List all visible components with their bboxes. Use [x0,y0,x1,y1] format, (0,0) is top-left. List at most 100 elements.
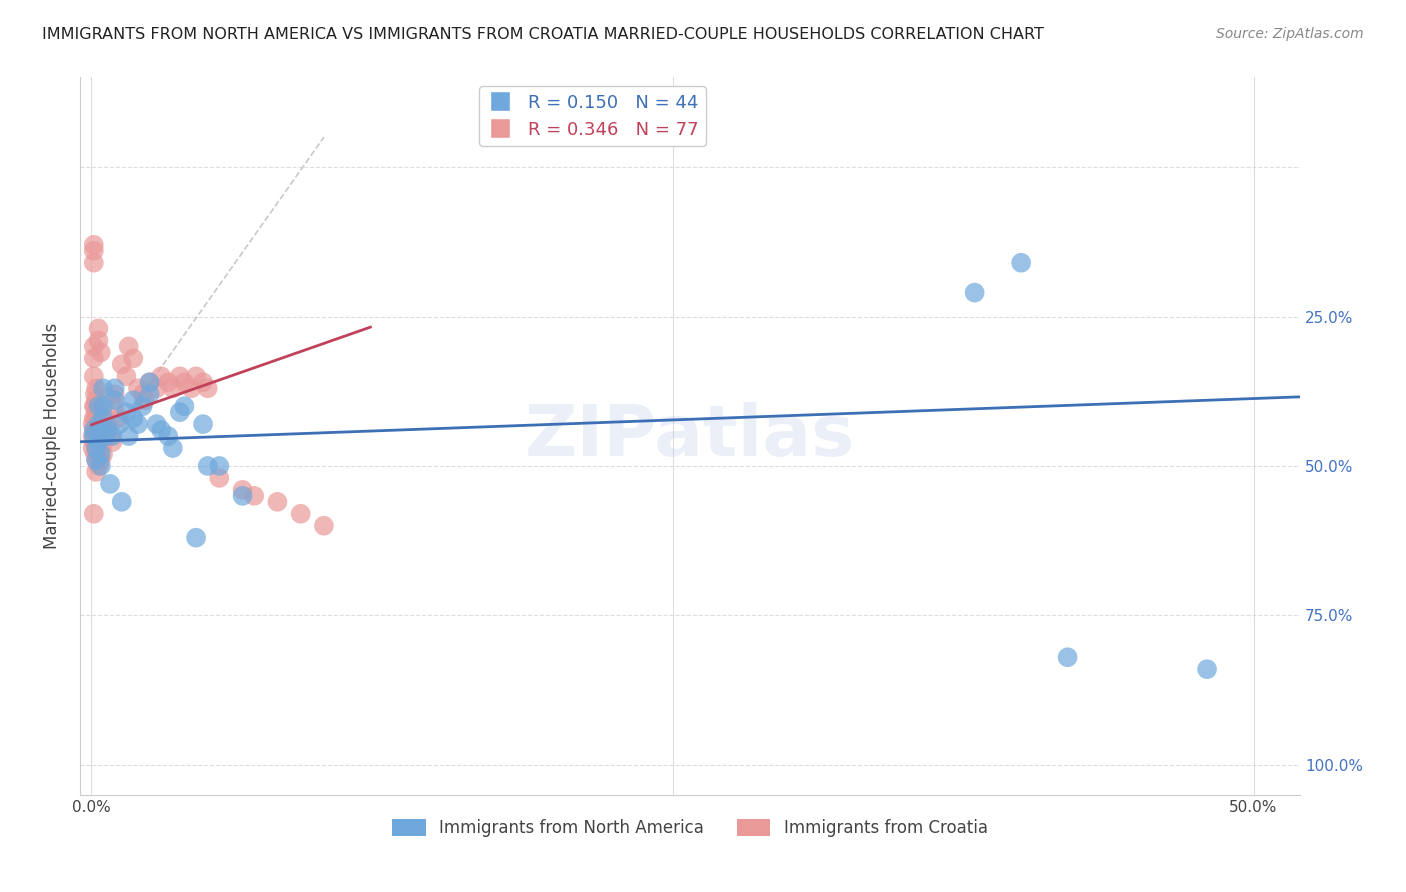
Immigrants from North America [208,458,231,473]
Immigrants from Croatia [84,435,107,450]
Immigrants from Croatia [150,369,173,384]
Immigrants from North America [157,429,180,443]
Immigrants from North America [111,495,134,509]
Immigrants from Croatia [118,339,141,353]
Immigrants from Croatia [232,483,254,497]
Immigrants from Croatia [83,339,105,353]
Immigrants from Croatia [84,453,107,467]
Immigrants from Croatia [84,411,107,425]
Immigrants from Croatia [266,495,288,509]
Immigrants from North America [98,476,121,491]
Immigrants from Croatia [191,376,214,390]
Immigrants from Croatia [90,441,112,455]
Immigrants from Croatia [90,453,112,467]
Immigrants from North America [127,417,149,431]
Immigrants from Croatia [184,369,207,384]
Immigrants from North America [173,399,195,413]
Text: ZIPatlas: ZIPatlas [524,401,855,471]
Immigrants from Croatia [98,429,121,443]
Immigrants from North America [131,399,153,413]
Immigrants from Croatia [87,447,110,461]
Immigrants from Croatia [87,334,110,348]
Immigrants from Croatia [87,435,110,450]
Immigrants from Croatia [86,435,108,450]
Immigrants from Croatia [87,423,110,437]
Immigrants from Croatia [90,345,112,359]
Immigrants from Croatia [145,381,167,395]
Immigrants from North America [138,376,160,390]
Immigrants from North America [91,381,114,395]
Immigrants from Croatia [84,429,107,443]
Immigrants from North America [145,417,167,431]
Immigrants from Croatia [157,376,180,390]
Immigrants from North America [84,441,107,455]
Legend: Immigrants from North America, Immigrants from Croatia: Immigrants from North America, Immigrant… [385,813,994,844]
Immigrants from Croatia [312,518,335,533]
Immigrants from Croatia [97,417,120,431]
Immigrants from North America [150,423,173,437]
Immigrants from North America [1056,650,1078,665]
Immigrants from North America [87,417,110,431]
Immigrants from North America [84,453,107,467]
Immigrants from Croatia [290,507,312,521]
Immigrants from Croatia [134,393,156,408]
Immigrants from Croatia [83,244,105,258]
Immigrants from Croatia [208,471,231,485]
Immigrants from North America [963,285,986,300]
Immigrants from North America [90,458,112,473]
Immigrants from Croatia [115,369,138,384]
Immigrants from North America [122,393,145,408]
Immigrants from Croatia [94,423,117,437]
Immigrants from Croatia [83,369,105,384]
Immigrants from Croatia [91,423,114,437]
Immigrants from Croatia [108,411,131,425]
Immigrants from North America [122,411,145,425]
Immigrants from Croatia [83,256,105,270]
Immigrants from Croatia [111,357,134,371]
Immigrants from Croatia [127,381,149,395]
Immigrants from Croatia [173,376,195,390]
Immigrants from Croatia [104,387,127,401]
Immigrants from Croatia [91,447,114,461]
Immigrants from Croatia [84,393,107,408]
Immigrants from Croatia [101,435,124,450]
Immigrants from Croatia [83,435,105,450]
Immigrants from North America [197,458,219,473]
Immigrants from Croatia [83,351,105,366]
Immigrants from Croatia [83,507,105,521]
Immigrants from Croatia [82,429,104,443]
Immigrants from Croatia [83,411,105,425]
Immigrants from North America [83,423,105,437]
Immigrants from North America [91,399,114,413]
Immigrants from North America [101,429,124,443]
Immigrants from Croatia [131,387,153,401]
Immigrants from Croatia [84,417,107,431]
Immigrants from Croatia [83,237,105,252]
Text: IMMIGRANTS FROM NORTH AMERICA VS IMMIGRANTS FROM CROATIA MARRIED-COUPLE HOUSEHOL: IMMIGRANTS FROM NORTH AMERICA VS IMMIGRA… [42,27,1045,42]
Immigrants from Croatia [162,381,184,395]
Immigrants from Croatia [138,376,160,390]
Immigrants from North America [104,381,127,395]
Immigrants from North America [108,417,131,431]
Immigrants from Croatia [82,441,104,455]
Immigrants from North America [162,441,184,455]
Immigrants from North America [90,447,112,461]
Immigrants from Croatia [84,441,107,455]
Immigrants from Croatia [87,458,110,473]
Immigrants from North America [90,423,112,437]
Immigrants from Croatia [91,435,114,450]
Immigrants from North America [1197,662,1219,676]
Immigrants from North America [232,489,254,503]
Immigrants from Croatia [84,405,107,419]
Immigrants from North America [1010,256,1032,270]
Immigrants from North America [87,399,110,413]
Immigrants from Croatia [84,447,107,461]
Immigrants from North America [169,405,191,419]
Immigrants from Croatia [84,381,107,395]
Immigrants from Croatia [90,429,112,443]
Immigrants from Croatia [104,399,127,413]
Immigrants from Croatia [87,321,110,335]
Immigrants from Croatia [84,399,107,413]
Immigrants from North America [118,429,141,443]
Immigrants from Croatia [243,489,266,503]
